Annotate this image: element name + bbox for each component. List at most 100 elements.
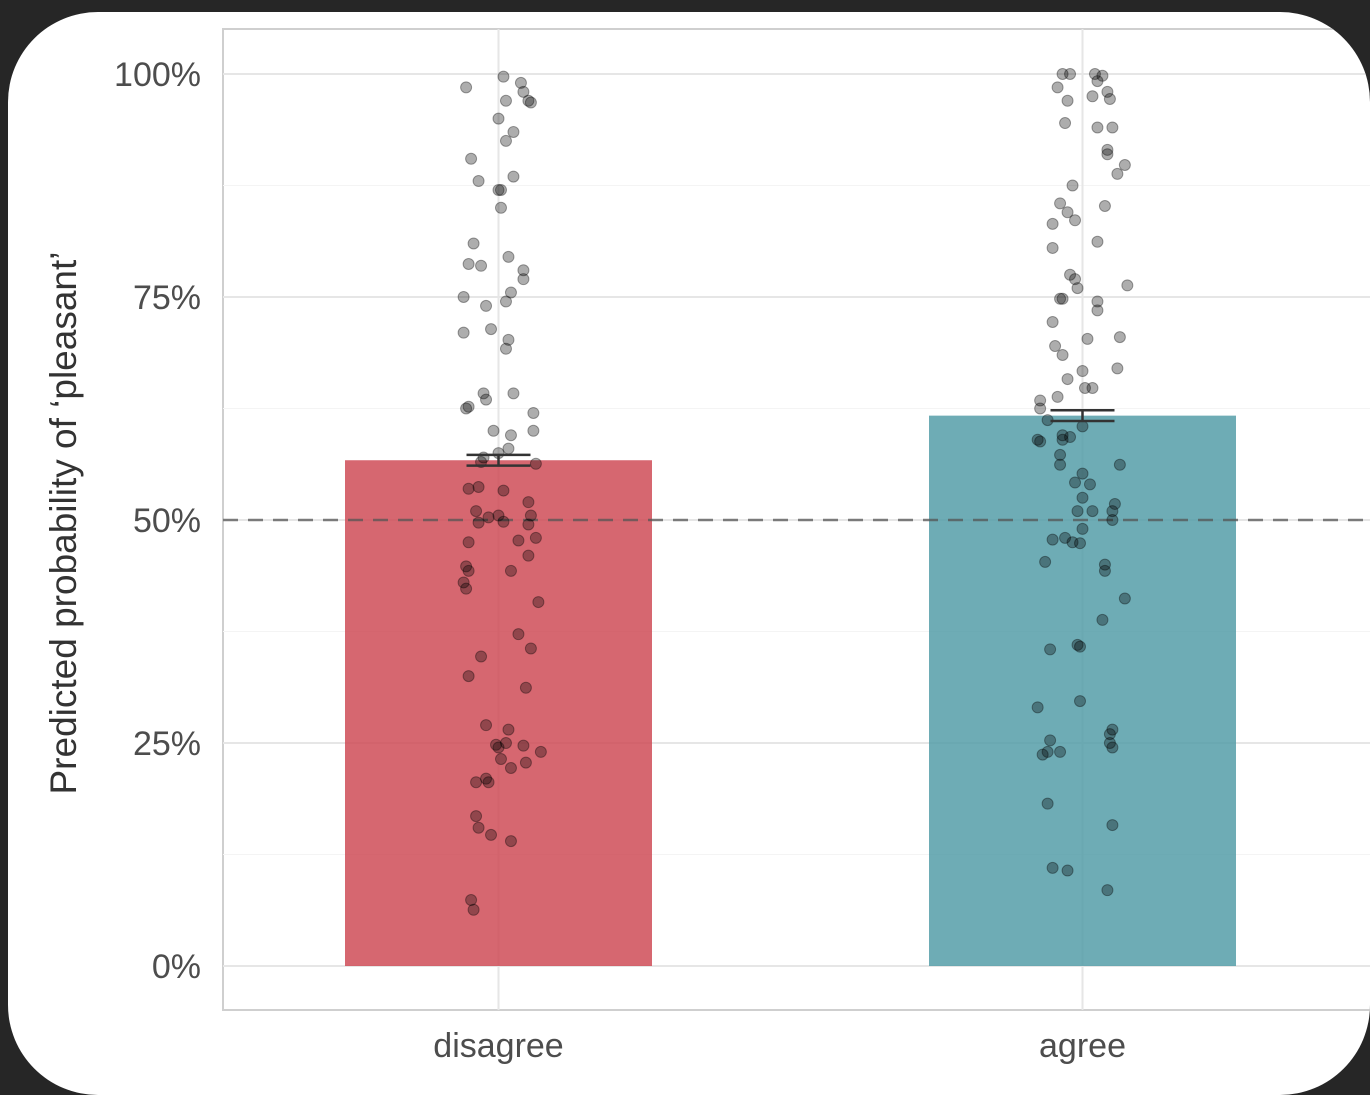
data-point-agree xyxy=(1046,533,1059,546)
y-axis-title: Predicted probability of ‘pleasant’ xyxy=(43,252,84,795)
data-point-agree xyxy=(1054,448,1067,461)
data-point-disagree xyxy=(470,776,483,789)
data-point-agree xyxy=(1101,884,1114,897)
data-point-disagree xyxy=(524,642,537,655)
data-point-disagree xyxy=(472,821,485,834)
data-point-agree xyxy=(1046,315,1059,328)
data-point-agree xyxy=(1076,522,1089,535)
data-point-disagree xyxy=(465,152,478,165)
data-point-disagree xyxy=(457,326,470,339)
data-point-agree xyxy=(1101,143,1114,156)
data-point-agree xyxy=(1051,81,1064,94)
data-point-agree xyxy=(1061,94,1074,107)
data-point-agree xyxy=(1101,148,1114,161)
data-point-agree xyxy=(1103,728,1116,741)
data-point-agree xyxy=(1066,179,1079,192)
data-point-disagree xyxy=(504,761,517,774)
data-point-disagree xyxy=(460,582,473,595)
data-point-agree xyxy=(1088,68,1101,80)
data-point-agree xyxy=(1091,295,1104,308)
axis-layer: 0% 25% 50% 75% 100% disagree agree xyxy=(114,56,1126,1065)
data-point-disagree xyxy=(472,175,485,188)
data-point-disagree xyxy=(490,738,503,751)
data-point-agree xyxy=(1061,864,1074,877)
y-tick-label: 100% xyxy=(114,56,201,94)
data-point-disagree xyxy=(499,737,512,749)
bar-disagree xyxy=(345,460,652,966)
data-point-agree xyxy=(1106,723,1119,736)
data-point-disagree xyxy=(527,406,540,419)
data-point-disagree xyxy=(504,564,517,577)
data-point-disagree xyxy=(512,628,525,641)
data-point-disagree xyxy=(534,745,547,758)
data-point-disagree xyxy=(504,286,517,299)
data-point-disagree xyxy=(497,70,510,83)
error-bar-disagree xyxy=(466,453,531,467)
data-point-agree xyxy=(1076,491,1089,504)
data-point-agree xyxy=(1118,158,1131,171)
data-point-agree xyxy=(1081,332,1094,345)
data-point-agree xyxy=(1031,701,1044,714)
data-point-disagree xyxy=(524,509,537,522)
data-point-disagree xyxy=(517,264,530,277)
data-point-disagree xyxy=(514,76,527,89)
data-point-agree xyxy=(1074,695,1087,708)
data-point-disagree xyxy=(502,723,515,736)
bar-chart: 0% 25% 50% 75% 100% disagree agree Predicted p… xyxy=(43,28,1370,1065)
data-point-disagree xyxy=(492,112,505,125)
data-point-agree xyxy=(1064,68,1077,80)
data-point-agree xyxy=(1111,362,1124,375)
data-point-agree xyxy=(1118,592,1131,605)
data-point-agree xyxy=(1041,797,1054,810)
data-point-agree xyxy=(1074,537,1087,550)
data-point-disagree xyxy=(475,259,488,272)
data-point-disagree xyxy=(470,810,483,823)
data-point-disagree xyxy=(494,201,507,214)
data-point-agree xyxy=(1046,861,1059,874)
data-point-agree xyxy=(1091,304,1104,317)
bar-layer xyxy=(345,415,1236,966)
data-point-disagree xyxy=(532,596,545,609)
data-point-agree xyxy=(1059,117,1072,130)
data-point-agree xyxy=(1076,365,1089,378)
data-point-agree xyxy=(1106,514,1119,526)
data-point-disagree xyxy=(472,516,485,529)
data-point-agree xyxy=(1046,241,1059,254)
data-point-agree xyxy=(1046,217,1059,230)
data-point-agree xyxy=(1069,214,1082,227)
data-point-disagree xyxy=(507,125,520,138)
data-point-disagree xyxy=(482,776,495,789)
data-point-disagree xyxy=(504,429,517,442)
data-point-disagree xyxy=(507,170,520,183)
data-point-disagree xyxy=(465,893,478,906)
data-point-disagree xyxy=(504,835,517,848)
data-point-agree xyxy=(1098,200,1111,213)
y-tick-label: 0% xyxy=(152,948,201,986)
y-tick-label: 50% xyxy=(133,502,201,540)
data-point-agree xyxy=(1061,206,1074,219)
data-point-disagree xyxy=(475,650,488,663)
data-point-agree xyxy=(1074,640,1087,653)
data-point-agree xyxy=(1108,497,1121,510)
data-point-disagree xyxy=(499,342,512,355)
data-point-agree xyxy=(1064,431,1077,444)
data-point-disagree xyxy=(457,291,470,303)
data-point-disagree xyxy=(522,518,535,531)
data-point-agree xyxy=(1034,402,1047,415)
data-point-agree xyxy=(1041,745,1054,758)
data-point-agree xyxy=(1054,197,1067,210)
bar-agree xyxy=(929,415,1236,966)
data-point-disagree xyxy=(460,81,473,94)
data-point-disagree xyxy=(467,237,480,250)
data-point-disagree xyxy=(524,96,537,109)
data-point-agree xyxy=(1034,394,1047,407)
data-point-agree xyxy=(1078,381,1091,394)
data-point-disagree xyxy=(485,323,498,336)
data-point-disagree xyxy=(517,273,530,286)
data-point-agree xyxy=(1103,92,1116,105)
x-tick-label-disagree: disagree xyxy=(433,1027,563,1065)
chart-card: 0% 25% 50% 75% 100% disagree agree Predicted p… xyxy=(8,12,1370,1095)
data-point-disagree xyxy=(499,295,512,308)
data-point-disagree xyxy=(499,94,512,107)
data-point-agree xyxy=(1064,268,1077,281)
